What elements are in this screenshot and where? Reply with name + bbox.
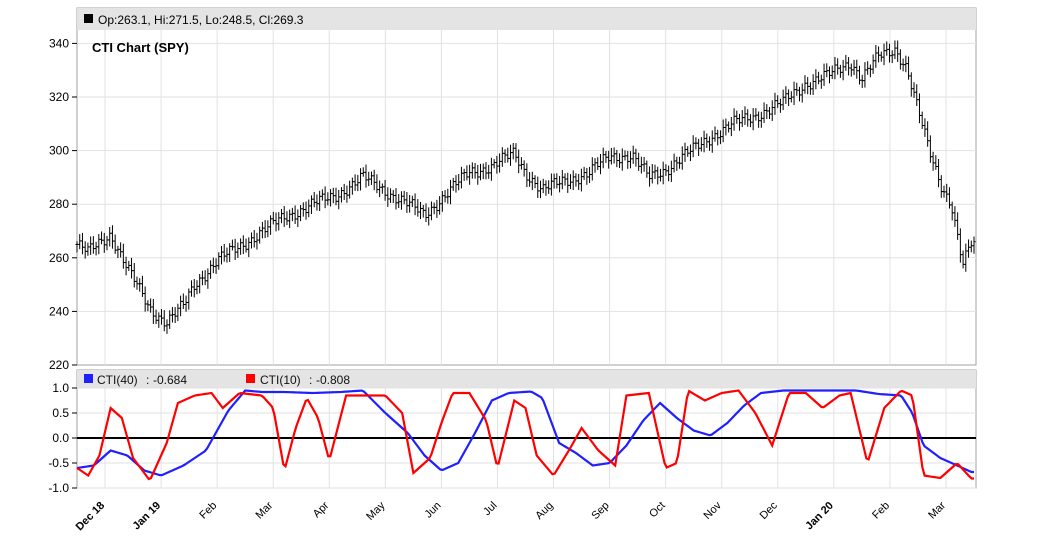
cti40-legend-name: CTI(40) (97, 373, 138, 387)
x-tick-label: Aug (533, 500, 555, 522)
price-y-tick-label: 220 (49, 358, 69, 372)
cti40-legend-colon: : (146, 373, 149, 387)
price-bars (75, 40, 976, 334)
price-panel: 220 240 260 280 300 320 340 Op:263.1, Hi:271.5… (49, 7, 977, 372)
price-y-axis: 220 240 260 280 300 320 340 (49, 36, 77, 372)
x-tick-label: May (364, 499, 388, 523)
x-tick-label: Mar (926, 499, 948, 521)
cti-y-tick-label: -1.0 (48, 481, 69, 495)
chart-title: CTI Chart (SPY) (92, 40, 189, 55)
x-tick-label: Jan 19 (131, 500, 164, 533)
cti40-line (76, 389, 974, 477)
x-tick-label: Dec 18 (74, 500, 108, 534)
cti10-legend-name: CTI(10) (260, 373, 301, 387)
cti-y-axis: -1.0 -0.5 0.0 0.5 1.0 (48, 381, 77, 495)
cti-legend-bar (77, 370, 976, 388)
x-tick-label: Nov (702, 499, 725, 522)
x-axis: Dec 18 Jan 19 Feb Mar Apr May Jun Jul Aug Sep Oct N… (74, 499, 949, 533)
cti10-legend-swatch (246, 374, 255, 383)
x-tick-label: Apr (311, 499, 332, 520)
x-tick-label: Mar (253, 499, 275, 521)
x-tick-label: Jan 20 (803, 500, 836, 533)
cti10-legend-colon: : (309, 373, 312, 387)
cti-y-tick-label: 0.5 (52, 406, 69, 420)
price-grid (77, 30, 976, 365)
x-tick-label: Feb (197, 500, 219, 522)
price-y-tick-label: 280 (49, 197, 69, 211)
price-y-tick-label: 340 (49, 36, 69, 50)
price-y-tick-label: 260 (49, 251, 69, 265)
ohlc-readout: Op:263.1, Hi:271.5, Lo:248.5, Cl:269.3 (98, 13, 304, 27)
cti10-line (76, 389, 974, 481)
cti40-legend-swatch (84, 374, 93, 383)
price-y-tick-label: 300 (49, 144, 69, 158)
cti10-legend-value: -0.808 (316, 373, 350, 387)
x-tick-label: Jun (422, 500, 443, 521)
x-tick-label: Jul (481, 500, 499, 518)
x-tick-label: Sep (589, 500, 611, 522)
price-y-tick-label: 240 (49, 304, 69, 318)
ohlc-bar (972, 236, 976, 254)
cti-y-tick-label: 1.0 (52, 381, 69, 395)
cti-y-tick-label: 0.0 (52, 431, 69, 445)
price-y-tick-label: 320 (49, 90, 69, 104)
cti40-legend-value: -0.684 (153, 373, 187, 387)
ohlc-swatch (84, 14, 93, 23)
cti-panel: -1.0 -0.5 0.0 0.5 1.0 CTI(40) : -0.684 CTI(1… (48, 369, 977, 495)
x-tick-label: Oct (647, 500, 668, 521)
x-tick-label: Dec (758, 499, 781, 522)
ohlc-readout-bar (77, 8, 976, 30)
cti-y-tick-label: -0.5 (48, 456, 69, 470)
x-tick-label: Feb (870, 500, 892, 522)
